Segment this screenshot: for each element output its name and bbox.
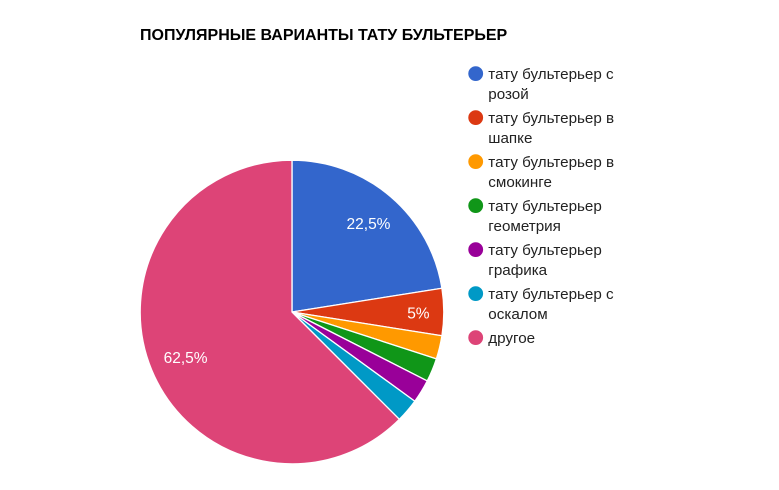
svg-text:тату бультерьер в: тату бультерьер в <box>488 110 614 127</box>
svg-text:розой: розой <box>488 86 528 103</box>
svg-text:5%: 5% <box>407 306 430 323</box>
svg-text:тату бультерьер в: тату бультерьер в <box>488 154 614 171</box>
svg-text:62,5%: 62,5% <box>164 350 208 367</box>
svg-text:геометрия: геометрия <box>488 218 561 235</box>
svg-text:22,5%: 22,5% <box>347 216 391 233</box>
svg-text:шапке: шапке <box>488 130 532 147</box>
svg-text:тату бультерьер: тату бультерьер <box>488 198 602 215</box>
svg-text:смокинге: смокинге <box>488 174 552 191</box>
svg-text:оскалом: оскалом <box>488 306 547 323</box>
svg-text:другое: другое <box>488 330 535 347</box>
svg-text:тату бультерьер с: тату бультерьер с <box>488 66 614 83</box>
svg-text:тату бультерьер с: тату бультерьер с <box>488 286 614 303</box>
svg-text:графика: графика <box>488 262 547 279</box>
svg-text:ПОПУЛЯРНЫЕ ВАРИАНТЫ ТАТУ БУЛЬТ: ПОПУЛЯРНЫЕ ВАРИАНТЫ ТАТУ БУЛЬТЕРЬЕР <box>140 27 508 44</box>
svg-text:тату бультерьер: тату бультерьер <box>488 242 602 259</box>
